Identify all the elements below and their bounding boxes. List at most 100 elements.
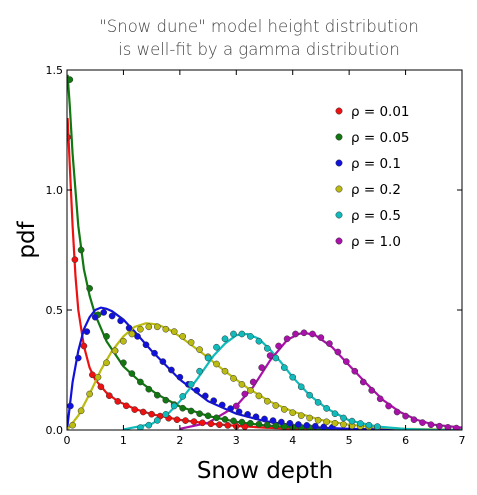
x-tick-label-2: 2 — [176, 434, 183, 447]
data-point-4-1 — [145, 421, 153, 429]
legend-marker-1 — [335, 133, 343, 141]
data-point-5-24 — [436, 422, 443, 430]
data-point-1-0 — [67, 76, 74, 83]
data-point-2-20 — [235, 408, 243, 416]
data-point-4-12 — [238, 330, 246, 338]
data-point-5-20 — [402, 412, 409, 420]
data-point-0-4 — [97, 383, 105, 391]
data-point-5-12 — [334, 348, 342, 356]
data-point-3-24 — [272, 402, 280, 409]
x-tick-label-4: 4 — [289, 434, 296, 447]
data-point-4-10 — [221, 335, 229, 343]
data-point-0-10 — [148, 410, 155, 418]
data-point-3-28 — [306, 414, 313, 422]
data-point-1-7 — [128, 370, 136, 377]
legend-label-3: ρ = 0.2 — [351, 182, 401, 198]
data-point-2-26 — [286, 419, 294, 427]
data-point-1-2 — [86, 285, 93, 292]
legend-marker-3 — [335, 185, 343, 193]
fit-curve-1 — [67, 74, 462, 430]
data-point-5-1 — [241, 390, 249, 398]
data-point-3-1 — [77, 407, 85, 415]
y-tick-label-1: 0.5 — [46, 304, 64, 317]
data-point-4-24 — [340, 414, 347, 422]
data-point-3-13 — [179, 333, 187, 340]
data-point-5-26 — [453, 424, 460, 430]
data-point-2-7 — [125, 324, 133, 332]
data-point-5-16 — [368, 387, 376, 394]
data-point-3-10 — [153, 323, 161, 331]
data-point-1-20 — [238, 418, 246, 426]
data-point-0-1 — [71, 256, 79, 263]
data-point-3-27 — [297, 412, 305, 419]
data-point-1-6 — [120, 359, 127, 367]
data-point-0-2 — [80, 342, 88, 350]
data-point-5-11 — [326, 340, 333, 347]
data-point-5-9 — [309, 330, 316, 338]
chart-title-line-1: "Snow dune" model height distribution — [99, 17, 419, 36]
data-point-4-7 — [196, 367, 203, 375]
data-point-4-14 — [255, 337, 263, 345]
legend-label-2: ρ = 0.1 — [351, 156, 401, 172]
data-point-2-11 — [159, 358, 167, 365]
data-point-4-22 — [323, 405, 330, 412]
data-point-3-19 — [230, 375, 237, 382]
legend-label-4: ρ = 0.5 — [351, 208, 401, 224]
data-point-1-16 — [204, 412, 212, 420]
data-point-0-6 — [114, 398, 122, 405]
x-tick-label-6: 6 — [402, 434, 409, 447]
data-point-2-19 — [227, 405, 234, 412]
data-point-5-0 — [232, 402, 240, 410]
data-point-3-7 — [128, 330, 136, 338]
data-point-4-5 — [179, 393, 187, 400]
data-point-2-18 — [218, 401, 226, 409]
data-point-4-28 — [374, 423, 381, 430]
legend-marker-5 — [335, 237, 343, 245]
chart-title-line-2: is well-fit by a gamma distribution — [118, 40, 400, 59]
data-point-4-11 — [230, 330, 237, 338]
data-point-3-31 — [331, 419, 339, 427]
data-point-0-13 — [173, 416, 181, 424]
data-point-3-4 — [103, 359, 110, 367]
data-point-5-21 — [410, 416, 418, 424]
data-point-2-21 — [244, 411, 251, 418]
data-point-4-6 — [187, 381, 195, 388]
data-point-0-15 — [190, 418, 198, 425]
data-point-3-23 — [263, 397, 271, 405]
data-point-3-5 — [111, 347, 119, 355]
data-point-4-0 — [137, 424, 144, 430]
data-point-2-15 — [193, 387, 201, 394]
data-point-3-29 — [314, 416, 322, 424]
plot-series — [67, 74, 462, 430]
data-point-4-2 — [153, 417, 161, 424]
legend-label-1: ρ = 0.05 — [351, 130, 410, 146]
data-point-4-25 — [348, 417, 356, 425]
data-point-1-22 — [255, 420, 263, 428]
data-point-1-24 — [272, 422, 280, 430]
data-point-1-19 — [230, 417, 237, 425]
data-point-4-15 — [263, 345, 271, 352]
data-point-4-17 — [280, 364, 288, 371]
y-axis-label: pdf — [14, 220, 40, 258]
data-point-2-0 — [67, 402, 74, 410]
data-point-1-18 — [221, 416, 229, 423]
data-point-0-14 — [182, 417, 189, 424]
data-point-2-9 — [142, 341, 150, 349]
data-point-3-14 — [187, 339, 195, 346]
data-point-0-18 — [216, 421, 223, 429]
data-point-5-7 — [292, 330, 299, 338]
data-point-2-8 — [134, 333, 141, 340]
x-tick-label-5: 5 — [346, 434, 353, 447]
data-point-1-14 — [187, 407, 195, 415]
data-point-5-18 — [385, 402, 392, 410]
data-point-5-8 — [300, 329, 308, 337]
data-point-4-16 — [272, 354, 280, 362]
y-tick-label-0: 0.0 — [46, 424, 64, 437]
data-point-5-3 — [258, 364, 266, 371]
x-tick-label-1: 1 — [120, 434, 127, 447]
data-point-3-11 — [162, 325, 170, 333]
data-point-5-17 — [376, 395, 384, 403]
data-point-4-26 — [357, 420, 364, 427]
legend: ρ = 0.01 ρ = 0.05 ρ = 0.1 ρ = 0.2 ρ = 0.5 ρ =… — [335, 104, 410, 250]
plot-area — [66, 69, 463, 431]
